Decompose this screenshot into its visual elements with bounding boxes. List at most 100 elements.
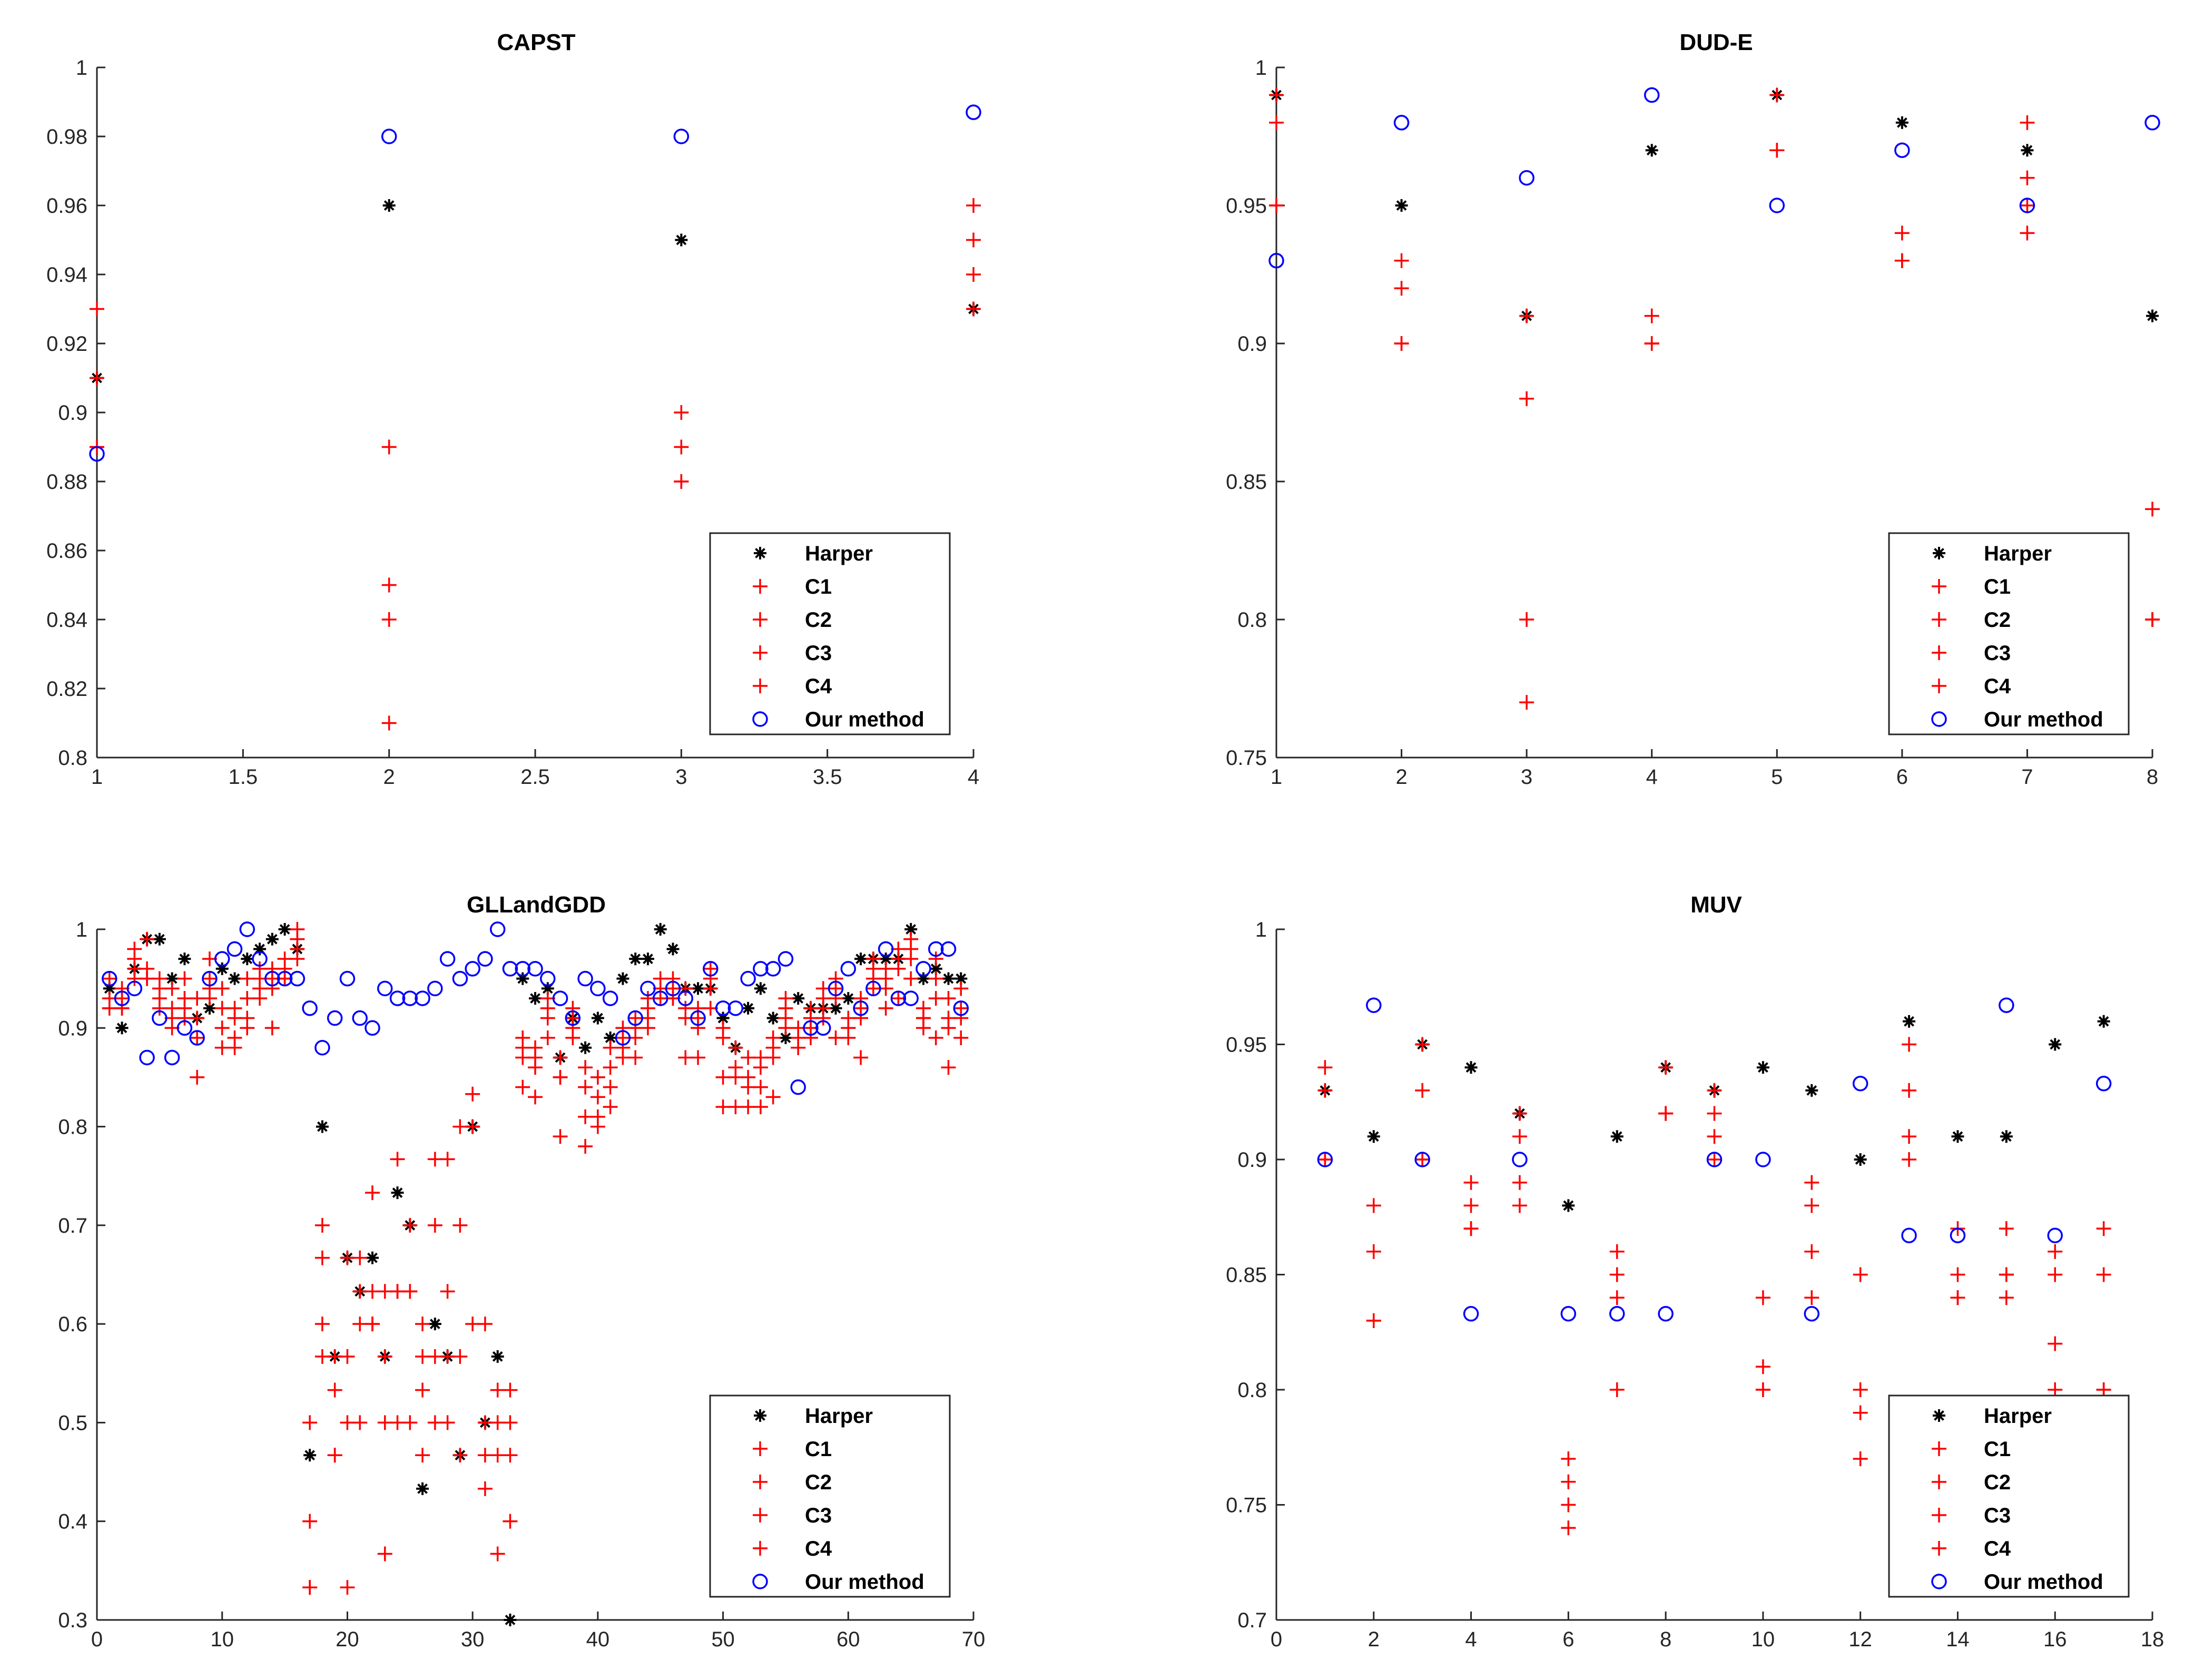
point-c1 bbox=[1317, 1060, 1333, 1075]
point-c4 bbox=[928, 1030, 943, 1046]
y-tick-label: 0.95 bbox=[1226, 194, 1267, 218]
y-tick-label: 0.96 bbox=[46, 194, 87, 218]
point-c1 bbox=[603, 1040, 618, 1055]
point-c4 bbox=[853, 1050, 869, 1065]
point-c3 bbox=[340, 1415, 355, 1430]
point-our-method bbox=[1852, 1076, 1868, 1092]
point-c1 bbox=[365, 1185, 380, 1201]
point-c4 bbox=[465, 1317, 480, 1332]
point-c2 bbox=[503, 1415, 518, 1430]
point-c1 bbox=[1894, 225, 1910, 241]
point-our-method bbox=[602, 990, 618, 1006]
point-harper bbox=[278, 923, 291, 936]
y-tick-label: 0.8 bbox=[58, 1116, 87, 1139]
legend-label: Harper bbox=[1984, 542, 2052, 565]
point-harper bbox=[1903, 1015, 1916, 1028]
point-c2 bbox=[377, 1349, 392, 1364]
point-c1 bbox=[928, 951, 943, 967]
legend-label: C4 bbox=[805, 675, 832, 698]
legend-item: C3 bbox=[753, 1504, 832, 1527]
point-c3 bbox=[2020, 198, 2035, 213]
point-harper bbox=[579, 1041, 592, 1054]
point-c4 bbox=[1366, 1313, 1381, 1328]
x-tick-label: 8 bbox=[2147, 765, 2158, 789]
y-tick-label: 0.75 bbox=[1226, 746, 1267, 770]
point-c1 bbox=[452, 1119, 468, 1134]
point-c2 bbox=[674, 439, 689, 455]
point-c1 bbox=[1269, 87, 1284, 103]
point-harper bbox=[382, 199, 396, 212]
x-tick-label: 5 bbox=[1771, 765, 1783, 789]
point-harper bbox=[742, 1001, 755, 1015]
point-c4 bbox=[941, 1060, 956, 1075]
point-our-method bbox=[590, 980, 606, 997]
point-our-method bbox=[227, 941, 243, 957]
legend-box bbox=[1888, 532, 2130, 735]
x-tick-label: 2 bbox=[383, 765, 395, 789]
point-c2 bbox=[340, 1349, 355, 1364]
point-c1 bbox=[314, 1217, 330, 1233]
point-c4 bbox=[1707, 1152, 1722, 1167]
point-our-method bbox=[673, 129, 690, 144]
point-our-method bbox=[377, 980, 393, 997]
y-tick-label: 0.8 bbox=[1237, 608, 1267, 632]
point-our-method bbox=[715, 1000, 731, 1016]
point-c3 bbox=[928, 991, 943, 1006]
point-c4 bbox=[615, 1050, 631, 1065]
legend-label: Our method bbox=[1984, 1570, 2103, 1594]
legend-item: C4 bbox=[753, 675, 832, 698]
point-harper bbox=[228, 972, 241, 985]
point-c2 bbox=[352, 1284, 368, 1299]
point-c1 bbox=[415, 1317, 430, 1332]
x-tick-label: 18 bbox=[2141, 1628, 2165, 1651]
point-our-method bbox=[102, 970, 117, 987]
legend-label: Our method bbox=[805, 708, 924, 731]
point-harper bbox=[616, 972, 629, 985]
point-c1 bbox=[2096, 1221, 2111, 1236]
point-c4 bbox=[903, 971, 919, 986]
legend-item: Harper bbox=[1933, 1404, 2052, 1428]
point-harper bbox=[1395, 199, 1408, 212]
point-c1 bbox=[966, 198, 981, 213]
legend-item: C1 bbox=[1932, 575, 2011, 598]
point-c4 bbox=[528, 1089, 543, 1105]
point-c4 bbox=[2048, 1382, 2063, 1397]
point-our-method bbox=[703, 961, 719, 977]
point-our-method bbox=[916, 961, 931, 977]
point-our-method bbox=[1366, 997, 1382, 1013]
point-c1 bbox=[1394, 253, 1409, 268]
point-our-method bbox=[527, 961, 543, 977]
point-c1 bbox=[1804, 1175, 1819, 1190]
point-c3 bbox=[377, 1415, 392, 1430]
point-our-method bbox=[126, 980, 143, 997]
point-harper bbox=[666, 942, 680, 956]
point-c3 bbox=[2048, 1336, 2063, 1351]
y-tick-label: 0.94 bbox=[46, 263, 87, 287]
legend-label: C3 bbox=[1984, 642, 2011, 665]
point-our-method bbox=[402, 990, 418, 1006]
point-c2 bbox=[753, 1060, 768, 1075]
y-tick-label: 0.5 bbox=[58, 1411, 87, 1435]
point-our-method bbox=[966, 104, 981, 120]
point-c4 bbox=[741, 1099, 756, 1115]
point-c4 bbox=[377, 1546, 392, 1561]
point-c2 bbox=[1950, 1267, 1965, 1282]
x-tick-label: 20 bbox=[336, 1628, 359, 1651]
point-c1 bbox=[2020, 115, 2035, 130]
y-tick-label: 0.98 bbox=[46, 125, 87, 149]
x-tick-label: 10 bbox=[1752, 1628, 1775, 1651]
point-c1 bbox=[553, 1050, 568, 1065]
point-c1 bbox=[1366, 1198, 1381, 1213]
point-our-method bbox=[928, 941, 944, 957]
point-harper bbox=[2021, 144, 2034, 157]
point-c4 bbox=[553, 1129, 568, 1144]
y-tick-label: 1 bbox=[76, 918, 87, 941]
legend-item: Harper bbox=[754, 542, 873, 565]
point-harper bbox=[1645, 144, 1658, 157]
point-harper bbox=[591, 1011, 604, 1025]
point-c4 bbox=[427, 1415, 442, 1430]
point-harper bbox=[766, 1011, 780, 1025]
point-harper bbox=[1805, 1084, 1818, 1097]
point-harper bbox=[641, 952, 654, 966]
legend-box bbox=[709, 1394, 951, 1598]
